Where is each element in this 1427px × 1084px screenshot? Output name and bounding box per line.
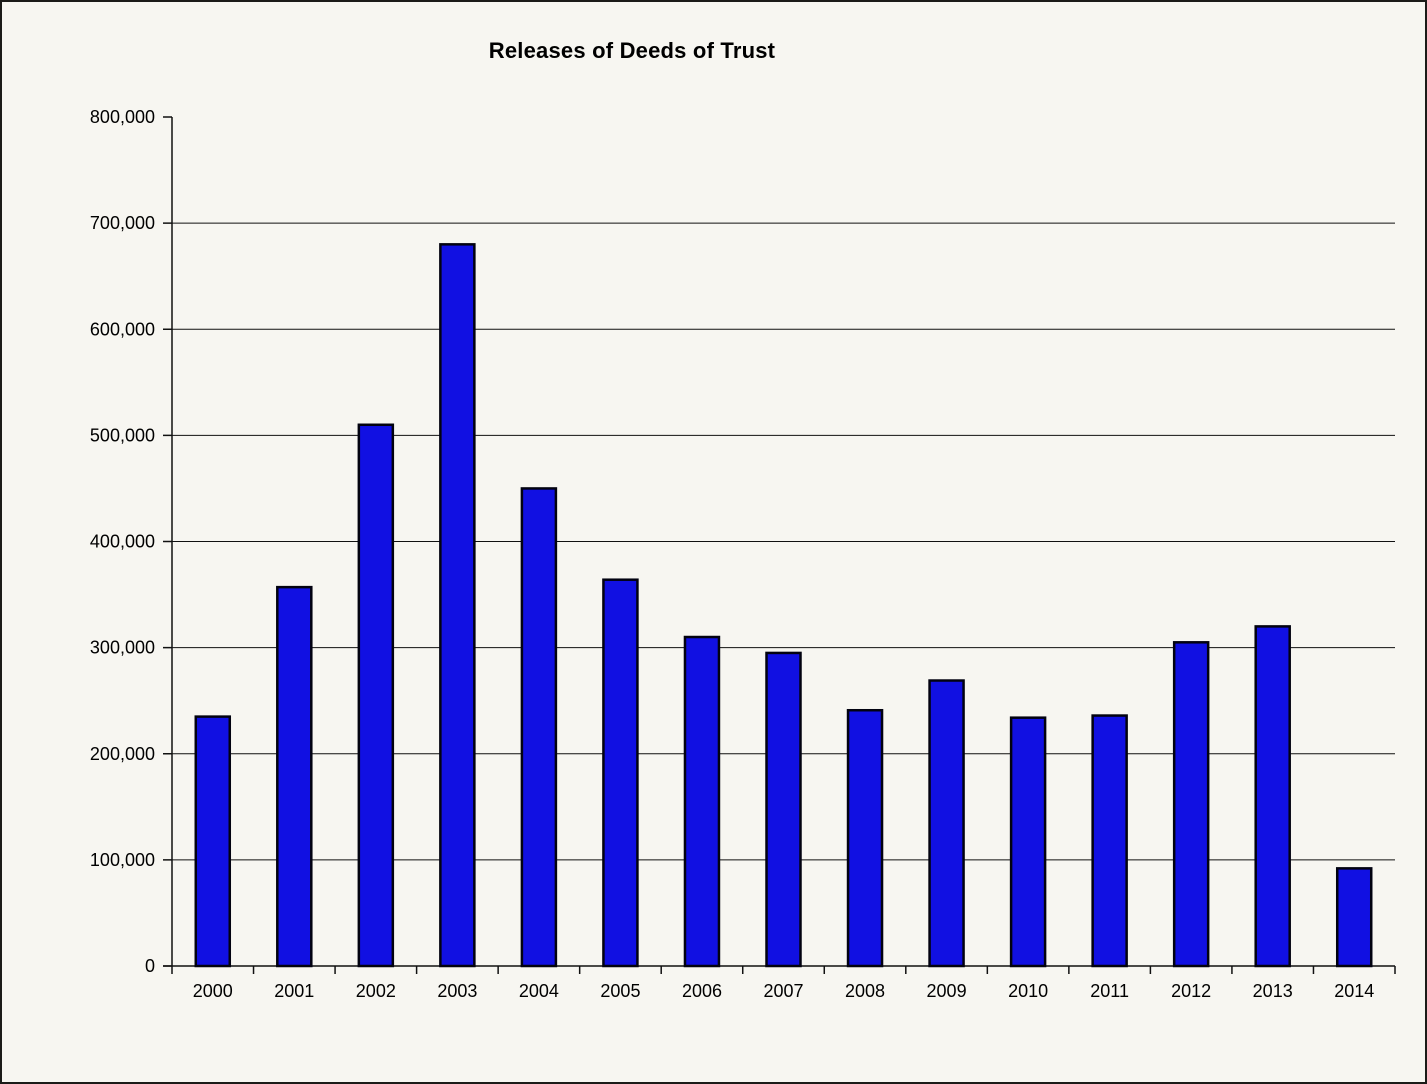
bar-2004 <box>520 487 558 968</box>
bar-2013 <box>1254 625 1291 968</box>
bar-2000 <box>194 715 232 968</box>
bar-2005 <box>602 578 639 968</box>
y-tick-label-500,000: 500,000 <box>90 425 155 445</box>
y-tick-label-100,000: 100,000 <box>90 850 155 870</box>
bar-2014 <box>1335 867 1373 968</box>
bar-2007 <box>765 651 802 968</box>
x-label-2013: 2013 <box>1253 981 1293 1001</box>
x-label-2007: 2007 <box>763 981 803 1001</box>
y-tick-label-300,000: 300,000 <box>90 638 155 658</box>
y-tick-label-600,000: 600,000 <box>90 319 155 339</box>
x-label-2012: 2012 <box>1171 981 1211 1001</box>
bar-2010 <box>1009 716 1047 968</box>
bar-2008 <box>846 708 884 968</box>
x-label-2009: 2009 <box>927 981 967 1001</box>
x-label-2001: 2001 <box>274 981 314 1001</box>
y-tick-label-0: 0 <box>145 956 155 976</box>
x-label-2014: 2014 <box>1334 981 1374 1001</box>
bar-2012 <box>1172 641 1210 968</box>
bar-2011 <box>1091 714 1128 968</box>
y-tick-label-200,000: 200,000 <box>90 744 155 764</box>
bar-2009 <box>928 679 965 968</box>
x-label-2006: 2006 <box>682 981 722 1001</box>
bar-2003 <box>439 243 476 968</box>
y-tick-label-400,000: 400,000 <box>90 532 155 552</box>
x-label-2000: 2000 <box>193 981 233 1001</box>
y-tick-label-700,000: 700,000 <box>90 213 155 233</box>
x-label-2010: 2010 <box>1008 981 1048 1001</box>
bar-2001 <box>276 585 313 968</box>
x-label-2002: 2002 <box>356 981 396 1001</box>
x-label-2005: 2005 <box>600 981 640 1001</box>
x-label-2011: 2011 <box>1090 981 1129 1001</box>
bar-2002 <box>357 423 395 968</box>
bar-2006 <box>683 635 721 968</box>
x-label-2004: 2004 <box>519 981 559 1001</box>
y-tick-label-800,000: 800,000 <box>90 107 155 127</box>
x-label-2008: 2008 <box>845 981 885 1001</box>
chart-title: Releases of Deeds of Trust <box>488 38 776 63</box>
x-label-2003: 2003 <box>437 981 477 1001</box>
